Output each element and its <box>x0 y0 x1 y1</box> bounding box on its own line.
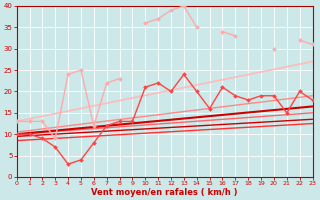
X-axis label: Vent moyen/en rafales ( km/h ): Vent moyen/en rafales ( km/h ) <box>91 188 238 197</box>
